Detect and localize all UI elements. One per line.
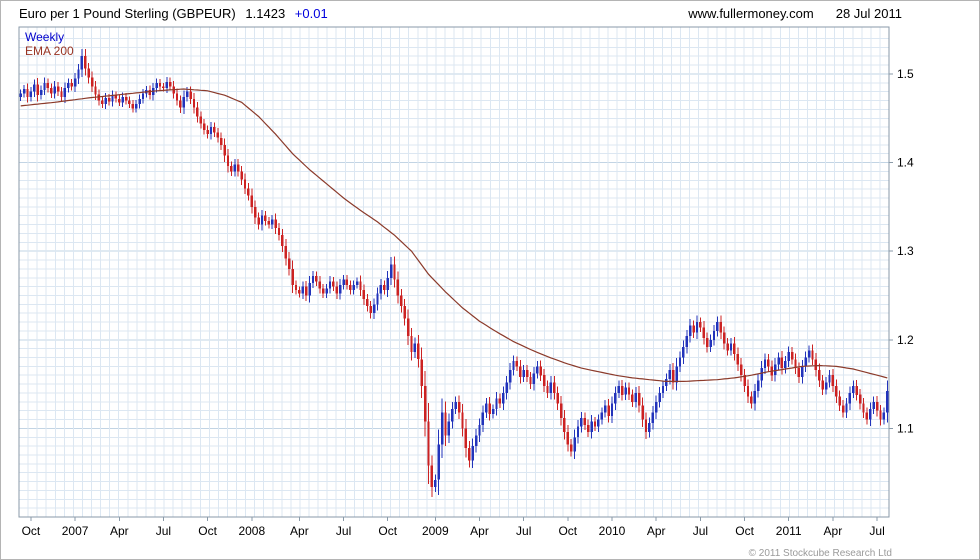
website-text: www.fullermoney.com (688, 5, 814, 21)
svg-text:Oct: Oct (198, 524, 217, 538)
svg-text:2008: 2008 (238, 524, 265, 538)
price-chart: 1.1 1.2 1.3 1.4 1.5 Oct 2007 Apr Jul Oct 2008 Apr Ju… (18, 26, 914, 538)
svg-text:Jul: Jul (336, 524, 351, 538)
svg-text:1.3: 1.3 (897, 244, 914, 258)
axes (18, 26, 893, 521)
svg-text:2007: 2007 (62, 524, 89, 538)
svg-text:Apr: Apr (647, 524, 666, 538)
svg-text:Jul: Jul (516, 524, 531, 538)
svg-text:Oct: Oct (558, 524, 577, 538)
page-title: Euro per 1 Pound Sterling (GBPEUR) (19, 5, 236, 21)
svg-text:Oct: Oct (378, 524, 397, 538)
svg-text:2009: 2009 (422, 524, 449, 538)
candlesticks (19, 48, 889, 497)
title-group: Euro per 1 Pound Sterling (GBPEUR) 1.142… (19, 6, 328, 21)
svg-text:Apr: Apr (110, 524, 129, 538)
chart-header: Euro per 1 Pound Sterling (GBPEUR) 1.142… (1, 1, 979, 23)
price-change: +0.01 (294, 5, 328, 21)
ema-line (20, 88, 888, 382)
svg-text:2011: 2011 (776, 524, 802, 538)
grid (19, 27, 889, 517)
date-label: 28 Jul 2011 (835, 5, 902, 21)
header-right: www.fullermoney.com 28 Jul 2011 (688, 6, 979, 21)
svg-text:Jul: Jul (156, 524, 171, 538)
svg-text:1.2: 1.2 (897, 333, 914, 347)
svg-text:Oct: Oct (735, 524, 754, 538)
svg-text:Weekly: Weekly (25, 30, 64, 44)
svg-text:EMA 200: EMA 200 (25, 44, 74, 58)
svg-text:Jul: Jul (869, 524, 884, 538)
svg-text:Apr: Apr (290, 524, 309, 538)
svg-text:1.5: 1.5 (897, 67, 914, 81)
svg-text:Jul: Jul (693, 524, 708, 538)
svg-text:1.1: 1.1 (897, 421, 914, 435)
svg-text:1.4: 1.4 (897, 156, 914, 170)
svg-text:Apr: Apr (824, 524, 843, 538)
axis-labels: 1.1 1.2 1.3 1.4 1.5 Oct 2007 Apr Jul Oct 2008 Apr Ju… (22, 67, 914, 538)
last-price: 1.1423 (245, 5, 286, 21)
svg-text:2010: 2010 (599, 524, 626, 538)
svg-text:Apr: Apr (470, 524, 489, 538)
copyright-line: © 2011 Stockcube Research Ltd (748, 548, 892, 559)
svg-text:Oct: Oct (22, 524, 41, 538)
